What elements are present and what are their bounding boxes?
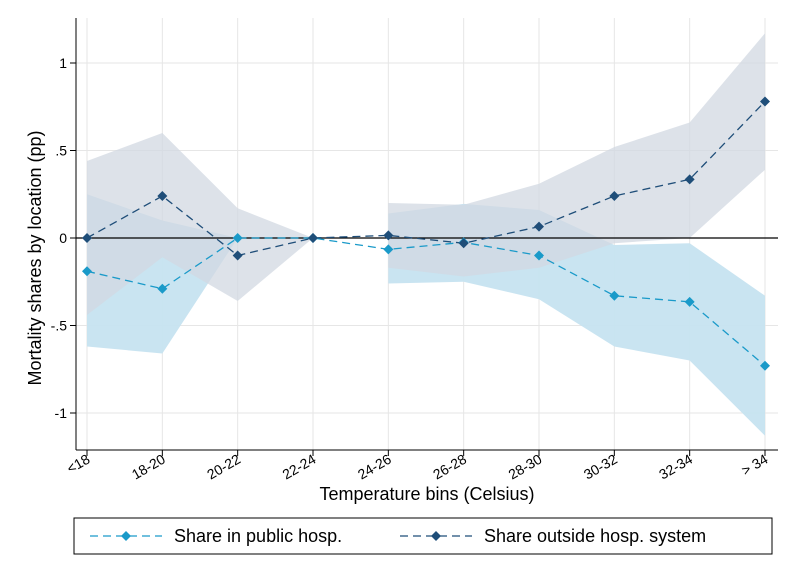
data-point-outside [534, 221, 544, 232]
data-point-outside [308, 233, 318, 243]
confidence-bands [87, 33, 765, 436]
data-point-outside [82, 233, 92, 243]
x-tick-label: 26-28 [430, 451, 469, 483]
x-tick-label: 30-32 [581, 451, 620, 483]
data-point-public [609, 290, 620, 301]
data-point-public [760, 360, 770, 371]
y-tick-label: -.5 [51, 318, 68, 334]
data-point-public [534, 250, 544, 261]
x-tick-label: 28-30 [505, 451, 544, 483]
x-tick-label: 20-22 [204, 451, 243, 483]
data-point-public [232, 233, 243, 243]
legend-label-outside: Share outside hosp. system [484, 526, 706, 546]
series-lines [86, 101, 766, 367]
x-tick-label: > 34 [739, 451, 771, 479]
x-tick-label: 18-20 [129, 451, 168, 483]
confidence-band-outside [388, 33, 765, 277]
data-point-outside [157, 191, 168, 201]
data-point-outside [383, 230, 394, 241]
x-tick-label: 24-26 [355, 451, 394, 483]
x-tick-label: 32-34 [656, 451, 695, 483]
legend-marker-public [121, 531, 131, 541]
data-point-public [383, 244, 394, 255]
x-tick-label: 22-24 [279, 451, 318, 483]
x-tick-label: <18 [64, 451, 93, 477]
data-point-public [684, 296, 695, 307]
y-tick-label: 1 [59, 55, 67, 71]
data-point-public [157, 283, 168, 294]
data-point-outside [232, 250, 243, 261]
data-point-outside [609, 191, 620, 201]
x-axis-title: Temperature bins (Celsius) [319, 484, 534, 504]
legend-box [73, 517, 773, 555]
data-point-outside [760, 96, 770, 107]
data-point-outside [684, 174, 695, 185]
legend-marker-outside [431, 531, 441, 541]
y-axis-title: Mortality shares by location (pp) [25, 130, 45, 385]
data-point-outside [458, 238, 469, 249]
y-tick-label: .5 [55, 143, 67, 159]
legend-label-public: Share in public hosp. [174, 526, 342, 546]
series-markers [82, 96, 770, 371]
confidence-band-outside [87, 133, 313, 315]
series-line-public [86, 237, 766, 367]
series-line-outside [86, 101, 766, 257]
y-tick-label: 0 [59, 230, 67, 246]
data-point-public [82, 266, 92, 277]
legend: Share in public hosp. Share outside hosp.… [73, 517, 773, 555]
y-tick-label: -1 [55, 405, 68, 421]
